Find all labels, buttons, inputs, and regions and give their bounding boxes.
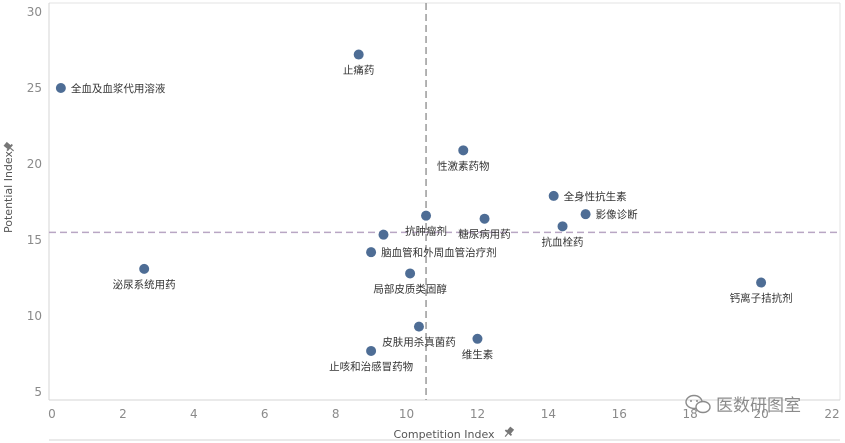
x-tick-label: 20 xyxy=(753,407,768,421)
scatter-point[interactable] xyxy=(548,190,559,201)
scatter-point[interactable] xyxy=(479,213,490,224)
scatter-point[interactable] xyxy=(580,209,591,220)
point-label: 影像诊断 xyxy=(596,208,638,221)
scatter-point[interactable] xyxy=(557,221,568,232)
x-tick-label: 2 xyxy=(119,407,127,421)
y-tick-label: 25 xyxy=(27,81,42,95)
point-label: 全血及血浆代用溶液 xyxy=(71,82,166,95)
scatter-point[interactable] xyxy=(353,49,364,60)
scatter-point[interactable] xyxy=(378,229,389,240)
point-label: 性激素药物 xyxy=(437,159,490,172)
x-axis-title: Competition Index xyxy=(393,428,495,441)
x-tick-label: 12 xyxy=(470,407,485,421)
x-tick-label: 14 xyxy=(541,407,556,421)
point-label: 泌尿系统用药 xyxy=(113,278,176,291)
scatter-point[interactable] xyxy=(139,263,150,274)
point-label: 皮肤用杀真菌药 xyxy=(382,336,456,349)
x-tick-label: 4 xyxy=(190,407,198,421)
x-tick-label: 8 xyxy=(332,407,340,421)
scatter-point[interactable] xyxy=(366,247,377,258)
point-label: 维生素 xyxy=(462,348,494,361)
x-axis-pin-icon xyxy=(504,426,515,437)
point-label: 止痛药 xyxy=(343,64,375,77)
watermark-text: 医数研图室 xyxy=(716,396,801,416)
y-tick-label: 5 xyxy=(34,385,42,399)
scatter-point[interactable] xyxy=(55,83,66,93)
y-tick-label: 15 xyxy=(27,233,42,247)
point-label: 脑血管和外周血管治疗剂 xyxy=(381,246,497,259)
point-label: 全身性抗生素 xyxy=(564,190,627,203)
scatter-point[interactable] xyxy=(472,333,483,344)
x-tick-label: 0 xyxy=(48,407,56,421)
ticks-layer: 0 2 4 6 8 10 12 14 16 18 20 22 5 10 15 20 25 30 xyxy=(27,5,840,421)
scatter-point[interactable] xyxy=(366,345,377,356)
scatter-point[interactable] xyxy=(413,321,424,332)
y-tick-label: 20 xyxy=(27,157,42,171)
point-label: 抗肿瘤剂 xyxy=(405,225,447,238)
point-label: 抗血栓药 xyxy=(542,235,584,248)
scatter-point[interactable] xyxy=(756,277,767,288)
x-tick-label: 10 xyxy=(399,407,414,421)
x-tick-label: 22 xyxy=(824,407,839,421)
y-tick-label: 10 xyxy=(27,309,42,323)
y-tick-label: 30 xyxy=(27,5,42,19)
wechat-icon xyxy=(685,394,711,414)
point-label: 钙离子拮抗剂 xyxy=(730,292,793,305)
scatter-point[interactable] xyxy=(405,268,416,279)
x-tick-label: 16 xyxy=(612,407,627,421)
watermark: 医数研图室 xyxy=(685,394,801,416)
scatter-point[interactable] xyxy=(421,210,432,221)
y-axis-pin-icon xyxy=(3,141,14,152)
scatter-point[interactable] xyxy=(458,145,469,156)
x-tick-label: 6 xyxy=(261,407,269,421)
x-tick-label: 18 xyxy=(683,407,698,421)
y-axis-title: Potential Index xyxy=(2,151,15,233)
point-label: 止咳和治感冒药物 xyxy=(329,360,413,373)
point-label: 局部皮质类固醇 xyxy=(373,282,447,295)
reference-lines xyxy=(49,3,840,400)
point-label: 糖尿病用药 xyxy=(458,228,511,241)
